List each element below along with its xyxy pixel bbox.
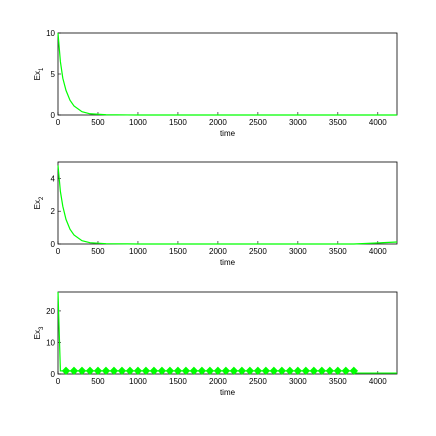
y-axis-label-sub: 3 <box>39 326 45 330</box>
x-axis-label: time <box>220 388 236 397</box>
marker <box>277 366 287 376</box>
marker <box>261 366 271 376</box>
y-tick-label: 5 <box>51 70 56 79</box>
marker <box>253 366 263 376</box>
marker <box>85 366 95 376</box>
marker <box>245 366 255 376</box>
x-tick-label: 2500 <box>249 377 267 386</box>
marker <box>133 366 143 376</box>
marker <box>349 366 359 376</box>
y-axis-label-sub: 2 <box>39 196 45 200</box>
marker <box>189 366 199 376</box>
y-tick-label: 0 <box>51 370 56 379</box>
marker <box>285 366 295 376</box>
marker <box>149 366 159 376</box>
y-axis-label-main: Ex <box>33 71 42 80</box>
marker <box>69 366 79 376</box>
marker <box>213 366 223 376</box>
x-tick-label: 1000 <box>129 247 147 256</box>
marker <box>237 366 247 376</box>
marker <box>341 366 351 376</box>
line <box>57 32 397 116</box>
x-tick-label: 1500 <box>169 377 187 386</box>
y-tick-label: 4 <box>51 174 56 183</box>
x-tick-label: 2000 <box>209 118 227 127</box>
y-tick-label: 10 <box>46 338 55 347</box>
marker <box>125 366 135 376</box>
x-tick-label: 2000 <box>209 247 227 256</box>
y-axis-label: Ex1 <box>33 67 45 80</box>
plot-frame <box>57 291 398 375</box>
x-tick-label: 3000 <box>289 118 307 127</box>
x-tick-label: 3500 <box>329 247 347 256</box>
x-tick-label: 0 <box>56 247 61 256</box>
x-tick-label: 500 <box>91 247 105 256</box>
marker <box>205 366 215 376</box>
x-tick-label: 1500 <box>169 118 187 127</box>
marker <box>229 366 239 376</box>
marker <box>293 366 303 376</box>
marker <box>157 366 167 376</box>
marker <box>221 366 231 376</box>
marker <box>61 366 71 376</box>
marker <box>333 366 343 376</box>
x-tick-label: 500 <box>91 377 105 386</box>
y-axis-label-sub: 1 <box>39 67 45 71</box>
x-tick-label: 3500 <box>329 377 347 386</box>
marker <box>181 366 191 376</box>
y-axis-label-main: Ex <box>33 200 42 209</box>
plot-frame <box>57 161 398 245</box>
marker <box>93 366 103 376</box>
x-axis-label: time <box>220 129 236 138</box>
x-tick-label: 2000 <box>209 377 227 386</box>
x-tick-label: 1000 <box>129 118 147 127</box>
line <box>57 165 398 245</box>
marker <box>165 366 175 376</box>
marker <box>325 366 335 376</box>
x-axis-label: time <box>220 258 236 267</box>
x-tick-label: 3000 <box>289 377 307 386</box>
marker <box>77 366 87 376</box>
marker <box>309 366 319 376</box>
x-tick-label: 3500 <box>329 118 347 127</box>
marker <box>197 366 207 376</box>
x-tick-label: 1000 <box>129 377 147 386</box>
x-tick-label: 500 <box>91 118 105 127</box>
y-tick-label: 0 <box>51 111 56 120</box>
x-tick-label: 4000 <box>369 377 387 386</box>
line <box>57 291 397 374</box>
marker <box>173 366 183 376</box>
y-axis-label: Ex3 <box>33 326 45 339</box>
marker <box>301 366 311 376</box>
x-tick-label: 1500 <box>169 247 187 256</box>
marker <box>117 366 127 376</box>
x-tick-label: 2500 <box>249 247 267 256</box>
marker <box>317 366 327 376</box>
marker <box>101 366 111 376</box>
y-tick-label: 0 <box>51 240 56 249</box>
y-tick-label: 10 <box>46 29 55 38</box>
x-tick-label: 4000 <box>369 247 387 256</box>
x-tick-label: 0 <box>56 377 61 386</box>
y-tick-label: 2 <box>51 207 56 216</box>
x-tick-label: 4000 <box>369 118 387 127</box>
y-axis-label-main: Ex <box>33 330 42 339</box>
marker <box>109 366 119 376</box>
marker <box>269 366 279 376</box>
marker <box>141 366 151 376</box>
plot-frame <box>57 32 398 116</box>
x-tick-label: 2500 <box>249 118 267 127</box>
y-tick-label: 20 <box>46 307 55 316</box>
y-axis-label: Ex2 <box>33 196 45 209</box>
x-tick-label: 0 <box>56 118 61 127</box>
x-tick-label: 3000 <box>289 247 307 256</box>
